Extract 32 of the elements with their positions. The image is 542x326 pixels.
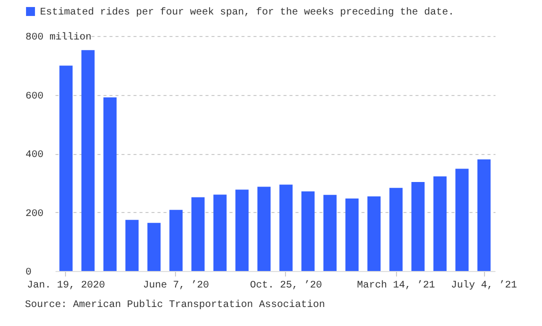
x-tick-label: June 7, ’20 [142, 280, 210, 292]
x-tick-label: March 14, ’21 [356, 280, 436, 292]
x-tick-label: Jan. 19, 2020 [26, 280, 106, 292]
bar [169, 210, 183, 271]
source-note: Source: American Public Transportation Association [25, 299, 326, 311]
bar [301, 191, 315, 271]
bar [213, 194, 227, 271]
bar [367, 196, 381, 271]
bar [125, 220, 139, 271]
bar [147, 222, 161, 271]
bar [477, 159, 491, 271]
y-tick-label: 200 [26, 208, 44, 220]
y-tick-label: 800 million [26, 32, 92, 44]
bar [433, 176, 447, 271]
bar [345, 198, 359, 271]
x-tick-label: Oct. 25, ’20 [250, 280, 322, 292]
bar [323, 194, 337, 271]
bar [455, 168, 469, 271]
bar [389, 188, 403, 271]
bar [411, 182, 425, 271]
bar [279, 184, 293, 271]
bar [257, 186, 271, 271]
y-tick-label: 600 [26, 91, 44, 102]
legend-label: Estimated rides per four week span, for the weeks preceding the date. [40, 6, 454, 18]
x-tick-label: July 4, ’21 [450, 280, 518, 292]
bar [103, 97, 117, 271]
y-tick-label: 400 [26, 150, 44, 161]
bar [81, 50, 95, 271]
bar [235, 190, 249, 271]
bar [59, 66, 73, 271]
bar [191, 197, 205, 271]
y-tick-label: 0 [26, 268, 32, 278]
